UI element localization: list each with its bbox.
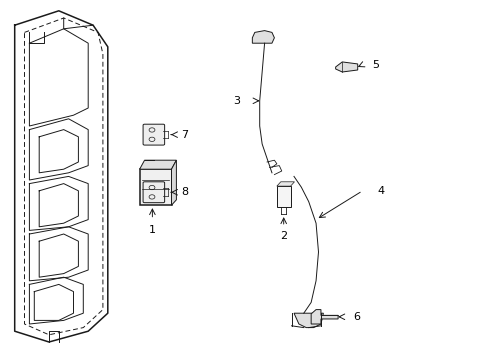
Polygon shape [294,313,323,328]
Polygon shape [140,160,176,169]
Text: 2: 2 [280,231,287,242]
Text: 8: 8 [181,187,189,197]
Polygon shape [336,62,358,72]
FancyBboxPatch shape [143,124,165,145]
Text: 1: 1 [149,225,156,235]
Text: 3: 3 [233,96,240,106]
Text: 4: 4 [377,186,385,196]
Bar [277,186,291,207]
Bar [140,169,171,205]
Polygon shape [172,160,176,205]
FancyBboxPatch shape [143,182,165,203]
Text: 5: 5 [372,60,379,70]
Text: 6: 6 [353,312,360,322]
Text: 7: 7 [181,130,189,140]
Polygon shape [252,31,274,43]
Polygon shape [311,310,338,324]
Polygon shape [277,182,294,186]
